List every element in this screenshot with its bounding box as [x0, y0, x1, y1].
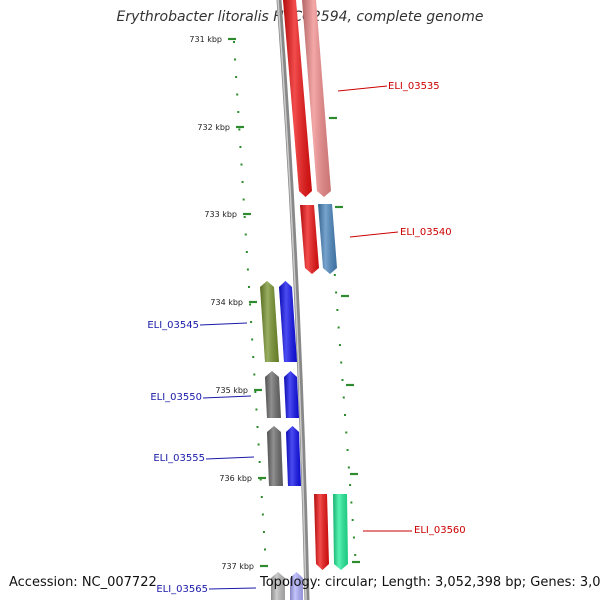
gene-ELI_03535-cds[interactable] — [283, 0, 312, 197]
tick-label: 737 kbp — [221, 562, 254, 571]
gene-ELI_03555-cds[interactable] — [286, 426, 301, 486]
tick-label: 734 kbp — [210, 298, 243, 307]
genome-backbone-highlight — [277, 0, 307, 600]
gene-label[interactable]: ELI_03540 — [400, 227, 452, 238]
gene-ELI_03540-cds-shade — [300, 205, 319, 274]
gene-ELI_03555[interactable] — [267, 426, 283, 486]
gene-label[interactable]: ELI_03545 — [147, 320, 199, 331]
gene-ELI_03545[interactable] — [260, 281, 279, 362]
gene-ELI_03560[interactable] — [333, 494, 348, 570]
accession-text: Accession: NC_007722 — [9, 575, 157, 590]
tick-label: 735 kbp — [215, 386, 248, 395]
gene-label[interactable]: ELI_03565 — [156, 584, 208, 595]
gene-label[interactable]: ELI_03550 — [150, 392, 202, 403]
gene-ELI_03555-cds-shade — [286, 426, 301, 486]
tick-labels: 731 kbp 732 kbp 733 kbp 734 kbp 735 kbp 736 k… — [189, 35, 360, 571]
genome-backbone — [276, 0, 310, 600]
gene-ELI_03535[interactable] — [302, 0, 331, 197]
gene-ELI_03550-shade — [265, 371, 281, 418]
gene-ELI_03550[interactable] — [265, 371, 281, 418]
gene-label-leader — [208, 587, 257, 590]
gene-label[interactable]: ELI_03560 — [414, 525, 466, 536]
feature-track — [260, 0, 348, 600]
gene-ELI_03560-cds-shade — [314, 494, 329, 570]
tick-label: 733 kbp — [204, 210, 237, 219]
gene-ELI_03545-cds-shade — [279, 281, 297, 362]
gene-ELI_03540[interactable] — [318, 204, 337, 274]
gene-ELI_03560-cds[interactable] — [314, 494, 329, 570]
gene-label-leader — [205, 456, 255, 460]
gene-label-leader — [199, 322, 248, 326]
gene-ELI_03565-cds[interactable] — [290, 572, 303, 600]
gene-ELI_03545-cds[interactable] — [279, 281, 297, 362]
gene-label[interactable]: ELI_03555 — [153, 453, 205, 464]
gene-label-leader — [349, 231, 399, 238]
tick-label: 731 kbp — [189, 35, 222, 44]
topology-text: Topology: circular; Length: 3,052,398 bp… — [260, 575, 600, 590]
gene-ELI_03535-cds-shade — [283, 0, 312, 197]
gene-ELI_03550-cds-shade — [284, 371, 299, 418]
gene-ELI_03550-cds[interactable] — [284, 371, 299, 418]
gene-label-leader — [202, 395, 252, 399]
tick-label: 732 kbp — [197, 123, 230, 132]
gene-ELI_03555-shade — [267, 426, 283, 486]
gene-ELI_03560-shade — [333, 494, 348, 570]
gene-label-leader — [337, 85, 388, 92]
gene-labels: ELI_03535 ELI_03540 ELI_03545 ELI_03550 ELI_… — [147, 81, 465, 595]
gene-ELI_03545-shade — [260, 281, 279, 362]
gene-ELI_03565-cds-shade — [290, 572, 303, 600]
gene-label[interactable]: ELI_03535 — [388, 81, 440, 92]
map-title: Erythrobacter litoralis HTCC2594, comple… — [116, 9, 484, 25]
tick-label: 736 kbp — [219, 474, 252, 483]
gene-ELI_03565[interactable] — [271, 572, 285, 600]
gene-ELI_03540-cds[interactable] — [300, 205, 319, 274]
gene-ELI_03565-shade — [271, 572, 285, 600]
gene-ELI_03535-shade — [302, 0, 331, 197]
gene-ELI_03540-shade — [318, 204, 337, 274]
